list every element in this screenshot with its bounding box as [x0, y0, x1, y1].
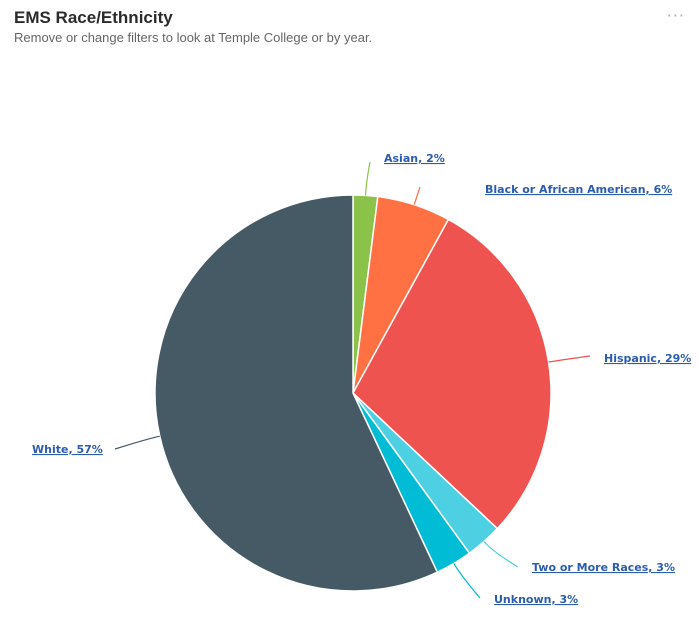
chart-title: EMS Race/Ethnicity [14, 8, 173, 27]
connector-asian [364, 161, 371, 196]
chart-subtitle: Remove or change filters to look at Temp… [14, 30, 373, 45]
connector-white [114, 435, 160, 450]
slice-label-black-or-african-american[interactable]: Black or African American, 6% [485, 183, 672, 196]
slice-label-unknown[interactable]: Unknown, 3% [494, 593, 578, 606]
slice-label-two-or-more-races[interactable]: Two or More Races, 3% [532, 561, 675, 574]
connector-unknown [453, 563, 481, 599]
connector-two-or-more-races [483, 541, 519, 568]
pie-slice-hispanic[interactable] [352, 218, 552, 530]
connector-hispanic [548, 355, 591, 363]
slice-label-white[interactable]: White, 57% [32, 443, 103, 456]
connector-black-or-african-american [413, 186, 421, 205]
slice-label-hispanic[interactable]: Hispanic, 29% [604, 352, 691, 365]
pie-slice-white[interactable] [154, 194, 439, 592]
slice-label-asian[interactable]: Asian, 2% [384, 152, 445, 165]
more-options-icon[interactable]: ··· [666, 6, 685, 25]
